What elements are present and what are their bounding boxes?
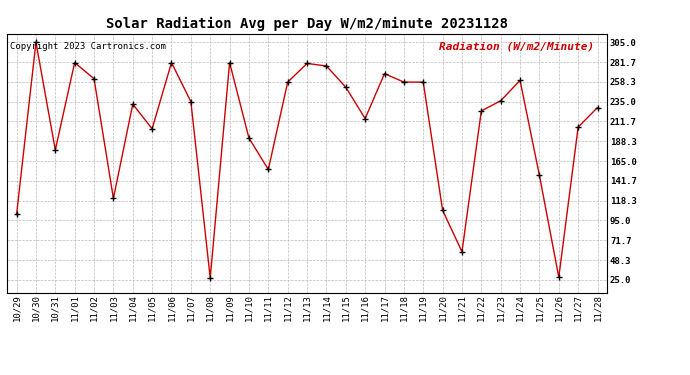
Text: Copyright 2023 Cartronics.com: Copyright 2023 Cartronics.com xyxy=(10,42,166,51)
Text: Radiation (W/m2/Minute): Radiation (W/m2/Minute) xyxy=(439,42,594,51)
Title: Solar Radiation Avg per Day W/m2/minute 20231128: Solar Radiation Avg per Day W/m2/minute … xyxy=(106,17,508,31)
